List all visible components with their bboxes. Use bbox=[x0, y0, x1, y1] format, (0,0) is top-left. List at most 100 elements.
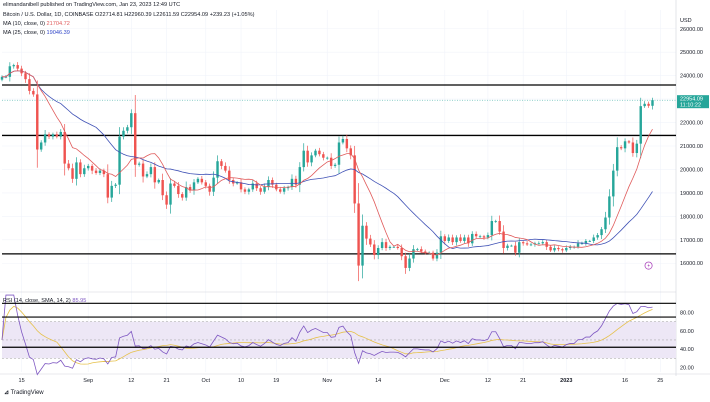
candle-body bbox=[106, 174, 110, 198]
rsi-line bbox=[1, 294, 653, 376]
candle-body bbox=[588, 240, 592, 242]
rsi-legend[interactable]: RSI (14, close, SMA, 14, 2) 85.95 bbox=[3, 298, 86, 305]
x-tick-label: 15 bbox=[19, 378, 25, 384]
x-tick-label: 25 bbox=[657, 378, 663, 384]
symbol-name: Bitcoin / U.S. Dollar, 1D, COINBASE bbox=[3, 12, 94, 18]
candle-body bbox=[32, 90, 35, 95]
candle-body bbox=[420, 249, 423, 252]
y-tick-label: 21000.00 bbox=[680, 144, 703, 150]
rsi-lines bbox=[1, 294, 676, 376]
candle-body bbox=[412, 249, 415, 259]
candle-body bbox=[600, 229, 603, 236]
candle-body bbox=[149, 167, 153, 175]
candle-body bbox=[28, 79, 31, 91]
candle-body bbox=[553, 248, 556, 251]
candle-body bbox=[251, 183, 255, 190]
candle-body bbox=[137, 163, 141, 165]
candle-body bbox=[482, 236, 486, 238]
y-tick-label: 16000.00 bbox=[680, 261, 703, 267]
candle-body bbox=[326, 157, 329, 159]
x-tick-label: Nov bbox=[322, 378, 332, 384]
candle-body bbox=[286, 187, 290, 189]
candle-body bbox=[471, 233, 474, 244]
candle-body bbox=[631, 142, 635, 154]
candle-body bbox=[212, 177, 215, 192]
candle-body bbox=[333, 164, 337, 166]
candle-body bbox=[157, 180, 160, 183]
ma10-legend[interactable]: MA (10, close, 0) 21704.72 bbox=[3, 21, 70, 28]
candle-body bbox=[118, 136, 121, 185]
candle-body bbox=[204, 182, 207, 186]
candle-body bbox=[435, 252, 439, 259]
publisher-text: elimandanibell published on TradingView.… bbox=[3, 2, 181, 8]
candle-body bbox=[361, 225, 364, 266]
ma25-legend[interactable]: MA (25, close, 0) 19046.39 bbox=[3, 30, 70, 37]
candle-body bbox=[423, 251, 427, 253]
y-tick-label: 22000.00 bbox=[680, 121, 703, 127]
candle-body bbox=[400, 248, 403, 257]
candle-body bbox=[619, 147, 623, 149]
candle-body bbox=[79, 162, 82, 175]
candle-body bbox=[75, 162, 78, 179]
candle-body bbox=[141, 163, 145, 177]
candle-body bbox=[576, 243, 580, 247]
tradingview-logo[interactable]: ⊿ TradingView bbox=[4, 389, 44, 396]
candle-body bbox=[302, 150, 305, 168]
candle-body bbox=[228, 170, 231, 180]
ohlc-values: O22714.81 H22960.39 L22611.59 C22954.09 … bbox=[95, 12, 255, 18]
candle-body bbox=[443, 236, 447, 241]
candle-body bbox=[639, 106, 642, 144]
candle-body bbox=[306, 150, 309, 163]
rsi-tick-label: 60.00 bbox=[680, 329, 694, 335]
candle-body bbox=[651, 100, 654, 106]
x-tick-label: 21 bbox=[164, 378, 170, 384]
candle-body bbox=[83, 168, 86, 175]
candle-body bbox=[376, 248, 380, 256]
last-price-label: 22954.09 bbox=[680, 97, 703, 103]
x-tick-label: 12 bbox=[128, 378, 134, 384]
candle-body bbox=[604, 217, 607, 230]
candle-body bbox=[337, 142, 341, 165]
candle-body bbox=[318, 150, 321, 155]
candle-body bbox=[102, 170, 106, 175]
candle-body bbox=[275, 184, 278, 190]
candle-body bbox=[12, 65, 15, 67]
candle-body bbox=[490, 221, 494, 236]
candle-body bbox=[459, 237, 462, 241]
y-tick-label: 18000.00 bbox=[680, 214, 703, 220]
rsi-tick-label: 20.00 bbox=[680, 365, 694, 371]
candle-body bbox=[486, 235, 490, 238]
candle-body bbox=[451, 237, 454, 243]
candle-body bbox=[36, 94, 39, 150]
candle-body bbox=[169, 183, 172, 205]
x-axis: 15 Sep 12 21 Oct 10 19 Nov 14 Dec 12 21 2023 16 25 bbox=[19, 378, 664, 384]
candle-body bbox=[568, 246, 572, 248]
candle-body bbox=[431, 252, 435, 259]
candle-body bbox=[216, 161, 219, 178]
candle-body bbox=[357, 203, 360, 266]
candle-body bbox=[345, 138, 349, 149]
candle-body bbox=[86, 165, 90, 169]
x-tick-label: 16 bbox=[622, 378, 628, 384]
candle-body bbox=[341, 138, 345, 143]
candle-body bbox=[510, 245, 513, 247]
candle-body bbox=[506, 245, 509, 248]
candle-body bbox=[282, 188, 286, 192]
last-price-badge bbox=[677, 95, 709, 109]
candle-body bbox=[329, 157, 333, 166]
candle-body bbox=[294, 178, 298, 185]
ma10-line bbox=[2, 70, 653, 256]
horizontal-levels bbox=[2, 84, 676, 255]
candle-body bbox=[55, 134, 59, 137]
candle-body bbox=[596, 235, 599, 238]
candle-body bbox=[623, 141, 627, 149]
candle-body bbox=[184, 187, 188, 198]
candle-body bbox=[404, 256, 407, 268]
candle-body bbox=[43, 134, 47, 143]
candle-body bbox=[369, 238, 372, 245]
candle-body bbox=[235, 182, 239, 184]
candle-body bbox=[208, 185, 211, 192]
candle-body bbox=[592, 237, 595, 241]
